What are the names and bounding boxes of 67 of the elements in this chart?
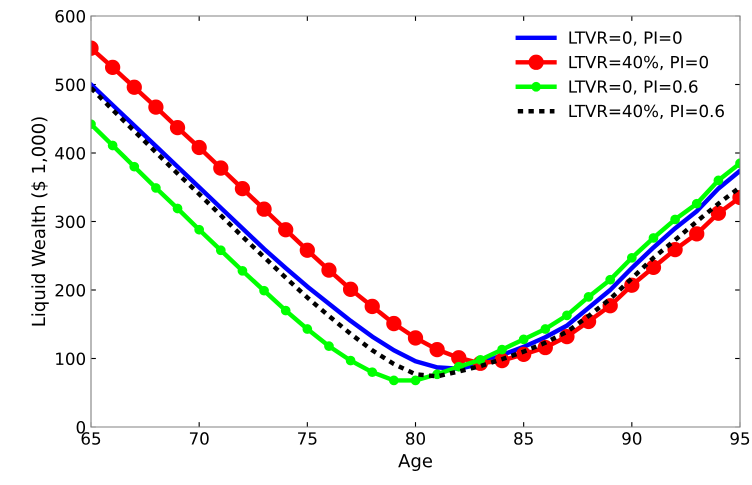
point <box>692 198 702 209</box>
point <box>689 226 704 242</box>
point <box>646 260 662 276</box>
point <box>389 376 399 386</box>
x-tick-label: 85 <box>514 432 533 445</box>
point <box>408 330 424 346</box>
y-tick-label: 0 <box>76 420 86 434</box>
point <box>129 162 140 172</box>
point <box>605 274 616 285</box>
point <box>562 310 572 320</box>
point <box>170 120 186 136</box>
point <box>151 183 161 193</box>
point <box>259 286 269 296</box>
point <box>497 344 507 354</box>
point <box>234 180 250 196</box>
y-tick-label: 200 <box>56 284 86 297</box>
point <box>626 252 637 263</box>
x-tick-label: 95 <box>730 432 750 445</box>
point <box>256 202 272 217</box>
y-tick-label: 500 <box>56 78 86 92</box>
legend-label: LTVR=0, PI=0.6 <box>569 80 698 95</box>
point <box>346 356 356 366</box>
point <box>321 262 337 278</box>
point <box>342 282 358 297</box>
point <box>280 306 291 316</box>
point <box>278 222 294 238</box>
point <box>667 242 683 258</box>
point <box>670 214 680 224</box>
point <box>386 316 402 332</box>
x-tick-label: 70 <box>190 432 209 445</box>
point <box>324 341 334 352</box>
point <box>302 324 312 334</box>
point <box>300 242 315 258</box>
point <box>216 245 226 256</box>
point <box>104 60 120 76</box>
x-tick-label: 80 <box>406 432 425 445</box>
point <box>518 334 529 344</box>
point <box>172 204 182 214</box>
point <box>108 140 118 150</box>
y-axis-title: Liquid Wealth ($ 1,000) <box>31 117 49 326</box>
legend-label: LTVR=40%, PI=0.6 <box>569 104 724 119</box>
point <box>454 362 464 372</box>
point <box>148 99 164 115</box>
point <box>194 224 204 235</box>
point <box>213 160 228 176</box>
y-tick-label: 400 <box>55 146 86 160</box>
point <box>429 342 445 358</box>
x-axis-title: Age <box>398 454 432 472</box>
y-tick-label: 100 <box>56 352 86 366</box>
point <box>364 298 380 314</box>
x-tick-label: 65 <box>82 432 100 445</box>
y-tick-label: 600 <box>55 10 86 23</box>
legend-label: LTVR=0, PI=0 <box>569 31 682 46</box>
point <box>710 206 726 221</box>
point <box>648 233 658 243</box>
point <box>714 176 724 186</box>
point <box>126 80 142 95</box>
legend-label: LTVR=40%, PI=0 <box>569 56 708 70</box>
point <box>367 367 378 378</box>
point <box>238 266 248 276</box>
point <box>410 376 420 386</box>
y-tick-label: 300 <box>56 215 86 228</box>
x-tick-label: 90 <box>622 432 642 445</box>
point <box>584 292 594 302</box>
point <box>540 324 550 334</box>
x-tick-label: 75 <box>298 432 316 445</box>
point <box>192 140 207 156</box>
